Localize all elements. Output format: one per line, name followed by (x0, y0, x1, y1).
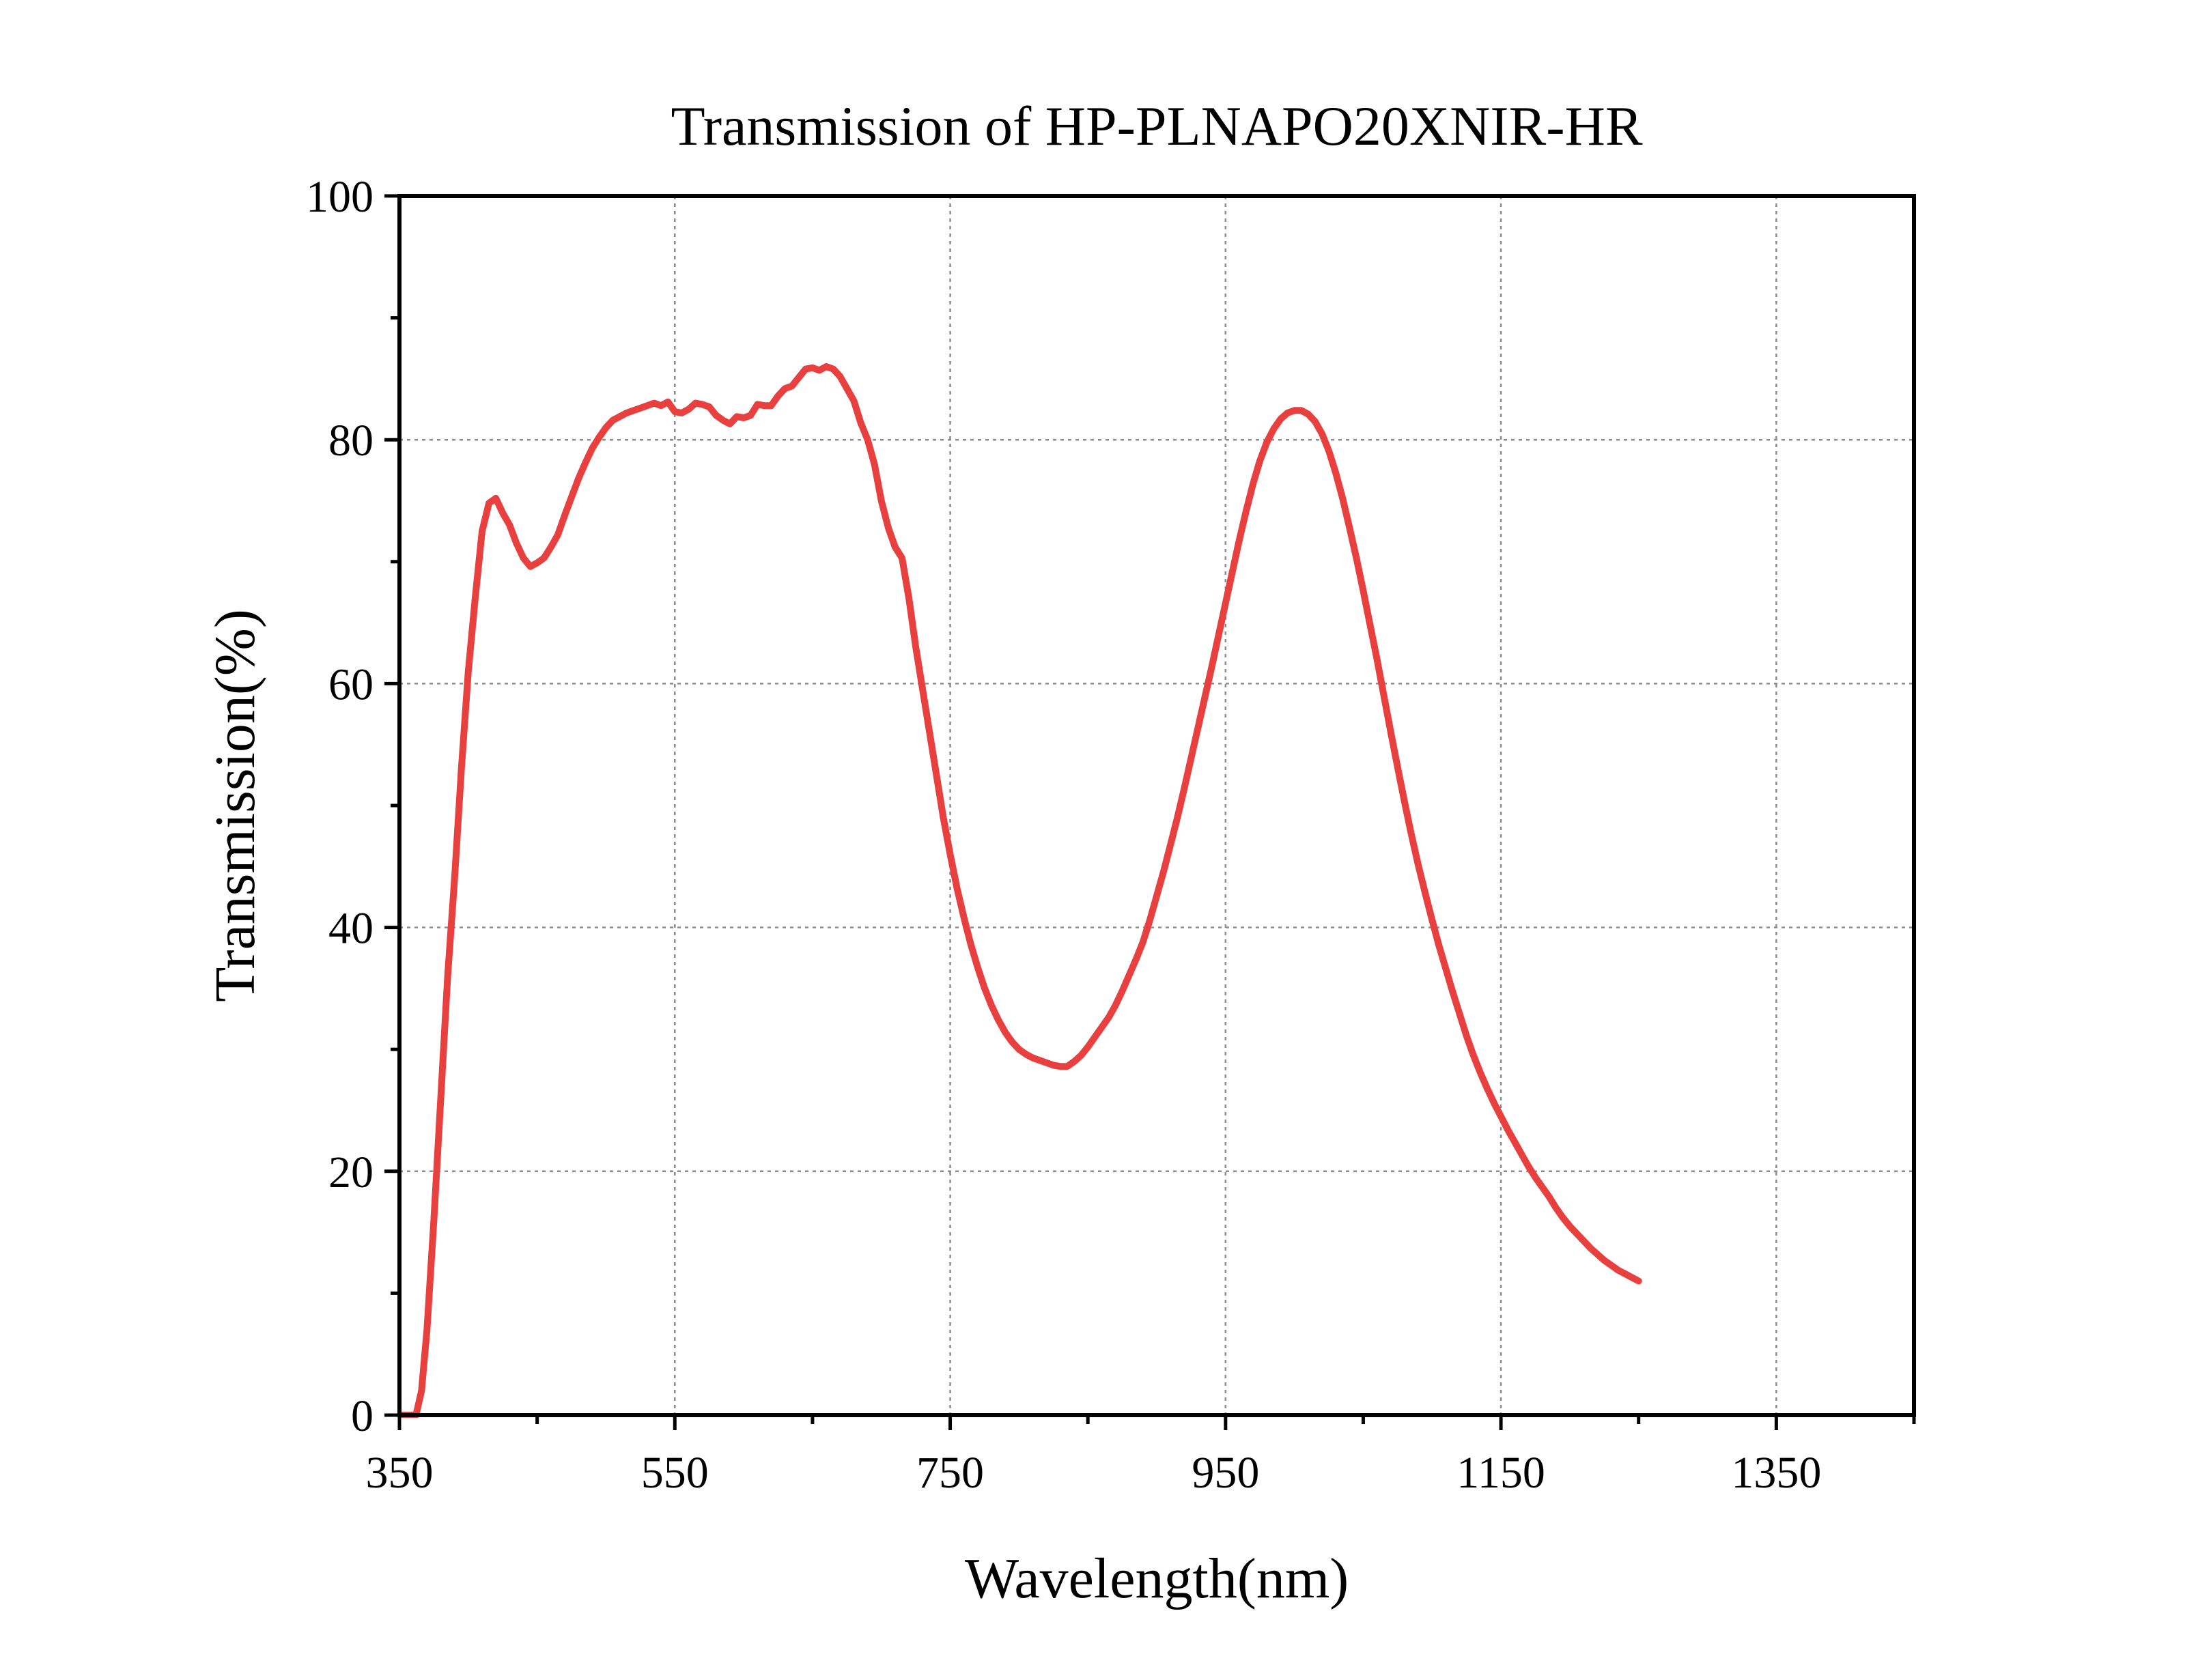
y-tick-label: 40 (328, 904, 374, 954)
plot-frame (397, 194, 1916, 1417)
chart-title: Transmission of HP-PLNAPO20XNIR-HR (671, 95, 1642, 157)
y-axis-title: Transmission(%) (203, 609, 267, 1002)
y-tick-label: 100 (306, 172, 374, 222)
y-tick-label: 60 (328, 659, 374, 709)
y-tick-label: 0 (351, 1391, 374, 1441)
y-tick-label: 20 (328, 1148, 374, 1197)
x-tick-label: 1350 (1731, 1448, 1821, 1498)
x-tick-label: 750 (916, 1448, 984, 1498)
x-tick-label: 1150 (1456, 1448, 1545, 1498)
x-tick-label: 550 (641, 1448, 709, 1498)
series-layer (399, 363, 1642, 1418)
grid (399, 196, 1914, 1415)
tick-labels: 350 550 750 950 1150 1350 0 20 40 60 80 100 (306, 172, 1821, 1498)
x-axis-title: Wavelength(nm) (965, 1547, 1349, 1610)
transmission-line (399, 363, 1642, 1418)
x-tick-label: 350 (366, 1448, 434, 1498)
y-tick-label: 80 (328, 416, 374, 466)
x-tick-label: 950 (1192, 1448, 1259, 1498)
axis-ticks (384, 194, 1916, 1430)
